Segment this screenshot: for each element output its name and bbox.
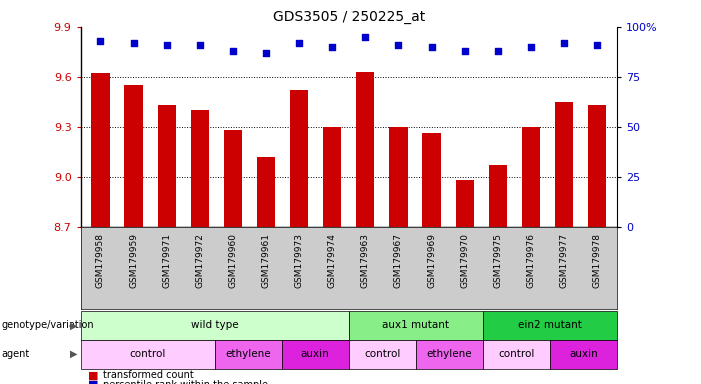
Point: [294, 40, 305, 46]
Text: ▶: ▶: [69, 320, 77, 331]
Text: control: control: [498, 349, 535, 359]
Text: ethylene: ethylene: [426, 349, 472, 359]
Text: GSM179975: GSM179975: [494, 233, 502, 288]
Text: GSM179970: GSM179970: [460, 233, 469, 288]
Bar: [522, 127, 540, 384]
Point: [393, 42, 404, 48]
Text: GSM179960: GSM179960: [229, 233, 238, 288]
Bar: [389, 127, 407, 384]
Text: GSM179972: GSM179972: [196, 233, 204, 288]
Text: GSM179974: GSM179974: [327, 233, 336, 288]
Text: GSM179971: GSM179971: [162, 233, 171, 288]
Bar: [290, 90, 308, 384]
Bar: [554, 102, 573, 384]
Text: GSM179977: GSM179977: [559, 233, 569, 288]
Text: aux1 mutant: aux1 mutant: [382, 320, 449, 331]
Text: GSM179978: GSM179978: [592, 233, 601, 288]
Text: GSM179967: GSM179967: [394, 233, 403, 288]
Text: transformed count: transformed count: [103, 370, 193, 380]
Point: [194, 42, 205, 48]
Text: GDS3505 / 250225_at: GDS3505 / 250225_at: [273, 10, 425, 23]
Text: GSM179958: GSM179958: [96, 233, 105, 288]
Bar: [125, 85, 143, 384]
Bar: [323, 127, 341, 384]
Text: wild type: wild type: [191, 320, 238, 331]
Text: agent: agent: [1, 349, 29, 359]
Bar: [91, 73, 109, 384]
Text: control: control: [130, 349, 166, 359]
Text: percentile rank within the sample: percentile rank within the sample: [103, 380, 268, 384]
Point: [492, 48, 503, 54]
Bar: [158, 105, 176, 384]
Text: genotype/variation: genotype/variation: [1, 320, 94, 331]
Text: auxin: auxin: [301, 349, 329, 359]
Text: ■: ■: [88, 370, 98, 380]
Text: GSM179961: GSM179961: [261, 233, 271, 288]
Text: control: control: [364, 349, 400, 359]
Point: [558, 40, 569, 46]
Text: GSM179963: GSM179963: [361, 233, 370, 288]
Bar: [356, 72, 374, 384]
Bar: [257, 157, 275, 384]
Point: [459, 48, 470, 54]
Point: [592, 42, 603, 48]
Point: [260, 50, 271, 56]
Point: [360, 34, 371, 40]
Bar: [588, 105, 606, 384]
Point: [327, 44, 338, 50]
Bar: [191, 110, 209, 384]
Text: GSM179976: GSM179976: [526, 233, 536, 288]
Point: [128, 40, 139, 46]
Text: ethylene: ethylene: [226, 349, 271, 359]
Point: [525, 44, 536, 50]
Bar: [489, 165, 507, 384]
Point: [426, 44, 437, 50]
Text: GSM179969: GSM179969: [427, 233, 436, 288]
Bar: [224, 130, 242, 384]
Text: ein2 mutant: ein2 mutant: [518, 320, 582, 331]
Point: [95, 38, 106, 44]
Text: ■: ■: [88, 380, 98, 384]
Bar: [423, 133, 441, 384]
Text: GSM179973: GSM179973: [294, 233, 304, 288]
Bar: [456, 180, 474, 384]
Text: ▶: ▶: [69, 349, 77, 359]
Point: [227, 48, 238, 54]
Text: GSM179959: GSM179959: [129, 233, 138, 288]
Text: auxin: auxin: [569, 349, 598, 359]
Point: [161, 42, 172, 48]
